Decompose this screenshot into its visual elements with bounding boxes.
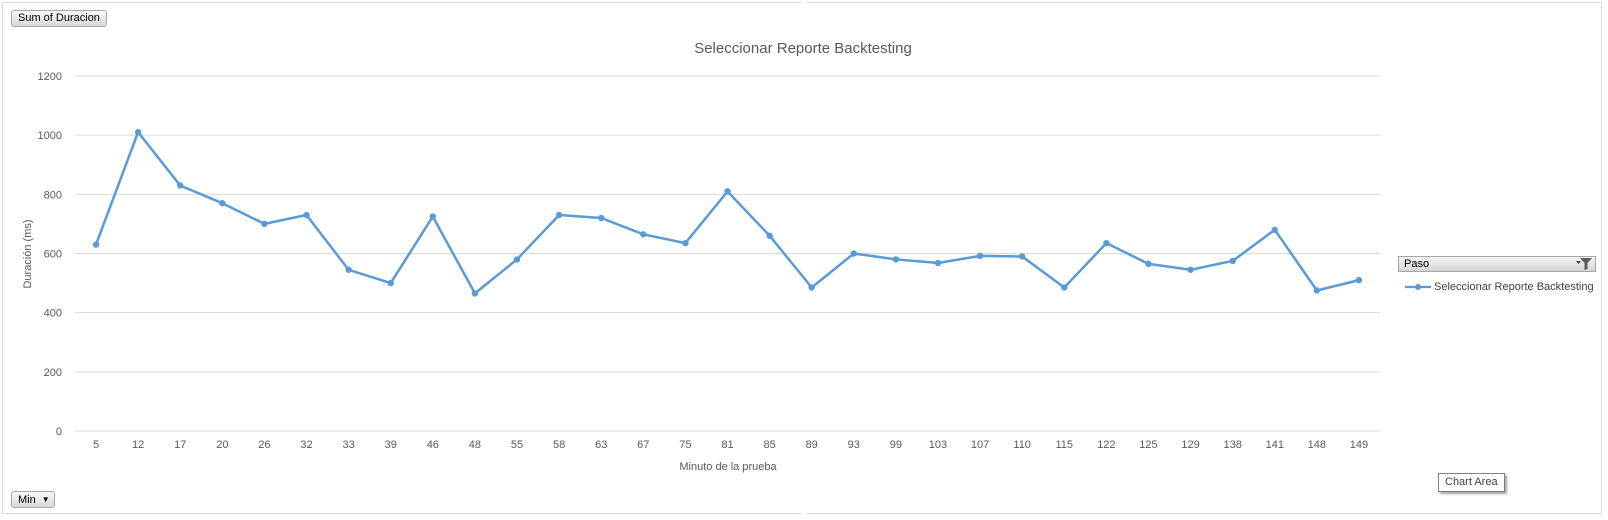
data-point[interactable]	[1061, 284, 1068, 291]
chart-area[interactable]	[2, 2, 1602, 514]
legend-field-label: Paso	[1404, 258, 1430, 270]
data-point[interactable]	[598, 214, 605, 222]
x-tick-label: 89	[806, 439, 818, 451]
y-tick-label: 1000	[38, 130, 62, 142]
axis-field-button[interactable]: Min ▼	[11, 491, 55, 508]
y-tick-label: 600	[44, 249, 62, 261]
data-point[interactable]	[682, 239, 689, 247]
y-tick-label: 800	[44, 189, 62, 201]
x-tick-label: 55	[511, 439, 523, 451]
data-point[interactable]	[1018, 253, 1026, 260]
data-point[interactable]	[892, 256, 900, 263]
data-point[interactable]	[1313, 287, 1321, 294]
data-point[interactable]	[513, 256, 521, 263]
legend-line-marker-icon	[1405, 284, 1431, 290]
x-tick-label: 46	[427, 439, 439, 451]
legend-field-button[interactable]: Paso	[1398, 256, 1596, 272]
x-tick-label: 63	[595, 439, 607, 451]
series-line[interactable]	[94, 130, 1360, 295]
data-point[interactable]	[345, 266, 352, 273]
y-tick-label: 1200	[38, 71, 62, 83]
x-tick-label: 39	[385, 439, 397, 451]
x-tick-label: 58	[553, 439, 565, 451]
data-point[interactable]	[1355, 276, 1363, 284]
gridlines	[75, 75, 1380, 432]
data-point[interactable]	[640, 231, 647, 238]
x-tick-label: 110	[1013, 439, 1031, 451]
x-tick-label: 107	[971, 439, 989, 451]
x-tick-label: 148	[1308, 439, 1326, 451]
x-tick-label: 99	[890, 439, 902, 451]
data-point[interactable]	[1271, 226, 1278, 234]
chart-resize-handle-bottom[interactable]	[801, 513, 807, 517]
x-tick-label: 149	[1350, 439, 1368, 451]
data-point[interactable]	[429, 213, 437, 220]
x-tick-label: 75	[679, 439, 691, 451]
x-tick-label: 122	[1097, 439, 1115, 451]
data-point[interactable]	[976, 252, 984, 260]
data-point[interactable]	[1187, 266, 1194, 273]
x-tick-label: 12	[132, 439, 144, 451]
data-point[interactable]	[555, 211, 563, 219]
data-point[interactable]	[766, 232, 773, 239]
filter-icon	[1576, 258, 1592, 270]
x-tick-label: 85	[763, 439, 775, 451]
chart-area-tooltip: Chart Area	[1438, 473, 1505, 492]
data-point[interactable]	[303, 211, 310, 219]
x-tick-label: 129	[1181, 439, 1199, 451]
values-field-button[interactable]: Sum of Duracion	[11, 10, 107, 27]
data-point[interactable]	[92, 241, 100, 248]
series-seleccionar-reporte-backtesting[interactable]	[92, 129, 1363, 297]
y-axis-title[interactable]: Duración (ms)	[22, 219, 34, 288]
legend-entry-label: Seleccionar Reporte Backtesting	[1434, 281, 1594, 293]
x-tick-label: 103	[929, 439, 947, 451]
chart-title[interactable]: Seleccionar Reporte Backtesting	[694, 40, 912, 57]
y-tick-label: 200	[44, 367, 62, 379]
x-tick-label: 138	[1223, 439, 1241, 451]
data-point[interactable]	[471, 290, 479, 297]
y-axis-ticks: 0 200 400 600 800 1000 1200	[38, 71, 62, 438]
data-point[interactable]	[850, 250, 857, 257]
x-axis-title[interactable]: Minuto de la prueba	[679, 461, 777, 473]
x-tick-label: 67	[637, 439, 649, 451]
data-point[interactable]	[387, 279, 394, 287]
y-tick-label: 400	[44, 308, 62, 320]
x-tick-label: 48	[469, 439, 481, 451]
data-point[interactable]	[261, 220, 268, 228]
axis-field-label: Min	[18, 494, 36, 506]
data-point[interactable]	[1229, 257, 1236, 265]
data-point[interactable]	[1145, 260, 1152, 268]
x-tick-label: 115	[1056, 439, 1074, 451]
data-point[interactable]	[134, 129, 142, 136]
y-tick-label: 0	[56, 426, 62, 438]
data-point[interactable]	[808, 284, 815, 291]
chart-resize-handle-top[interactable]	[801, 0, 807, 4]
x-tick-label: 33	[343, 439, 355, 451]
x-tick-label: 81	[721, 439, 733, 451]
chevron-down-icon: ▼	[41, 495, 50, 504]
x-tick-label: 125	[1139, 439, 1157, 451]
x-tick-label: 141	[1266, 439, 1284, 451]
x-axis-ticks: 5 12 17 20 26 32 33 39 46 48 55 58 63 67 75 81 85 89 93 99 1…	[93, 439, 1368, 451]
x-tick-label: 32	[300, 439, 312, 451]
x-tick-label: 17	[174, 439, 186, 451]
data-point[interactable]	[724, 188, 731, 195]
x-tick-label: 5	[93, 439, 99, 451]
data-point[interactable]	[219, 200, 226, 207]
x-tick-label: 93	[848, 439, 860, 451]
data-point[interactable]	[1103, 239, 1110, 247]
legend-entry[interactable]: Seleccionar Reporte Backtesting	[1404, 280, 1594, 294]
data-point[interactable]	[934, 259, 942, 267]
x-tick-label: 26	[258, 439, 270, 451]
x-tick-label: 20	[216, 439, 228, 451]
data-point[interactable]	[177, 182, 184, 189]
